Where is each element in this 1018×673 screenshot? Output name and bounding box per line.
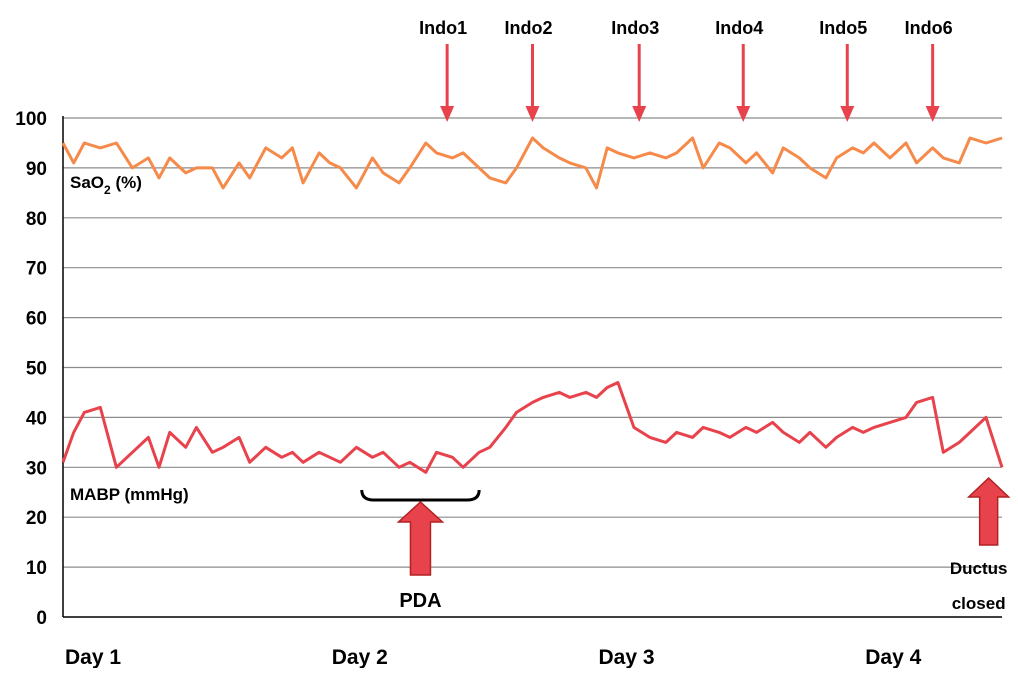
y-tick-label-0: 0 — [36, 608, 47, 629]
indo-marker-indo4: Indo4 — [715, 18, 763, 122]
labels: 0 10 20 30 40 50 60 70 80 90 100 Day 1 Day 2 Day 3 Day… — [15, 18, 1008, 668]
series-label-mabp: MABP (mmHg) — [70, 485, 189, 504]
pda-annotation-label: PDA — [399, 590, 441, 612]
indo-arrow-head — [526, 106, 540, 122]
indo-marker-indo2: Indo2 — [505, 18, 553, 122]
x-tick-label-day-4: Day 4 — [865, 646, 921, 668]
pda-arrow — [398, 502, 442, 575]
series-line-mabp — [63, 383, 1002, 473]
y-tick-label-60: 60 — [26, 309, 47, 330]
ductus-annotation-line2: closed — [952, 594, 1006, 613]
y-tick-label-20: 20 — [26, 508, 47, 529]
y-tick-label-30: 30 — [26, 458, 47, 479]
gridlines — [63, 118, 1002, 567]
y-tick-label-50: 50 — [26, 359, 47, 380]
x-tick-label-day-3: Day 3 — [598, 646, 654, 668]
y-tick-label-100: 100 — [15, 109, 47, 130]
series-lines — [63, 138, 1002, 472]
axes — [63, 116, 1002, 617]
indo-label: Indo2 — [505, 18, 553, 38]
ductus-annotation-line1: Ductus — [950, 559, 1008, 578]
x-tick-label-day-2: Day 2 — [332, 646, 388, 668]
indo-arrow-head — [736, 106, 750, 122]
pda-bracket — [362, 490, 479, 500]
indo-marker-indo6: Indo6 — [905, 18, 953, 122]
indo-label: Indo5 — [819, 18, 867, 38]
y-tick-label-40: 40 — [26, 408, 47, 429]
indo-arrow-head — [632, 106, 646, 122]
indo-marker-indo5: Indo5 — [819, 18, 867, 122]
ductus-arrow — [969, 478, 1009, 545]
x-tick-label-day-1: Day 1 — [65, 646, 121, 668]
indo-label: Indo4 — [715, 18, 763, 38]
indo-arrow-head — [840, 106, 854, 122]
y-tick-label-80: 80 — [26, 209, 47, 230]
indo-label: Indo3 — [611, 18, 659, 38]
indo-label: Indo1 — [419, 18, 467, 38]
series-line-sao2 — [63, 138, 1002, 188]
series-label-sao2: SaO2 (%) — [70, 173, 142, 197]
y-tick-label-90: 90 — [26, 159, 47, 180]
indo-marker-indo3: Indo3 — [611, 18, 659, 122]
y-tick-label-70: 70 — [26, 259, 47, 280]
indo-arrow-head — [926, 106, 940, 122]
y-tick-label-10: 10 — [26, 558, 47, 579]
indo-arrow-head — [440, 106, 454, 122]
indo-label: Indo6 — [905, 18, 953, 38]
indo-marker-indo1: Indo1 — [419, 18, 467, 122]
